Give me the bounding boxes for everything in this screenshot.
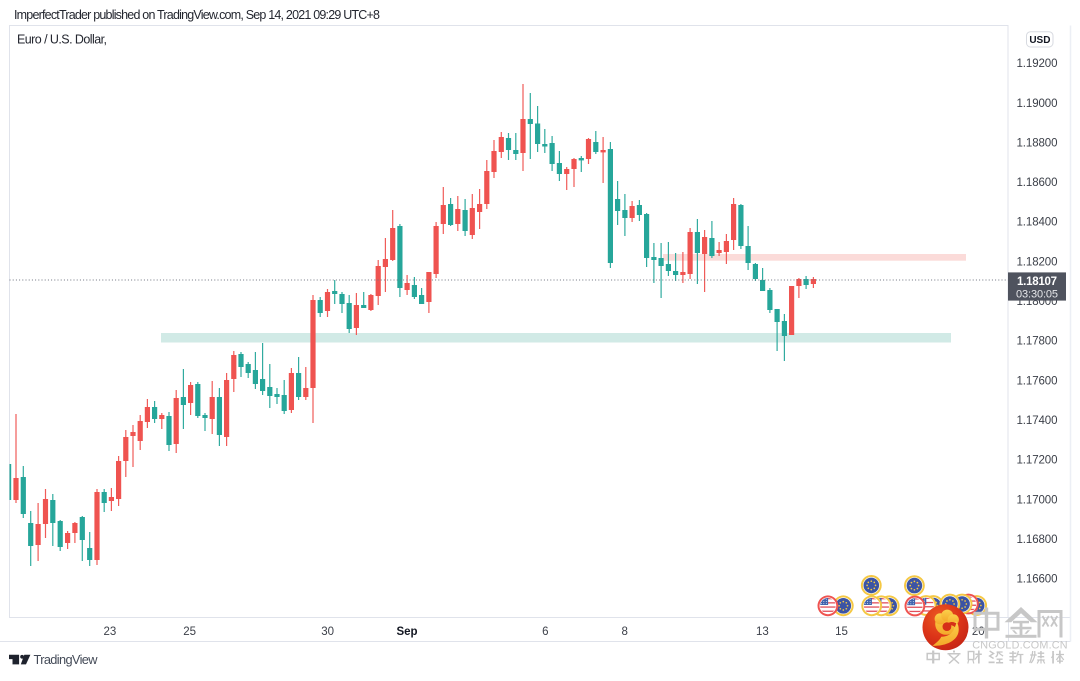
svg-text:1.18200: 1.18200 — [1017, 256, 1058, 268]
svg-text:ImperfectTrader published on T: ImperfectTrader published on TradingView… — [14, 8, 380, 22]
svg-text:13: 13 — [756, 626, 769, 638]
svg-text:1.16800: 1.16800 — [1017, 534, 1058, 546]
svg-text:23: 23 — [104, 626, 117, 638]
svg-text:03:30:05: 03:30:05 — [1016, 289, 1058, 301]
svg-text:Euro / U.S. Dollar,: Euro / U.S. Dollar, — [17, 33, 107, 47]
svg-text:1.17400: 1.17400 — [1017, 415, 1058, 427]
svg-text:1.17200: 1.17200 — [1017, 455, 1058, 467]
svg-text:USD: USD — [1029, 35, 1050, 46]
svg-text:1.18600: 1.18600 — [1017, 177, 1058, 189]
svg-text:6: 6 — [542, 626, 548, 638]
svg-text:1.16600: 1.16600 — [1017, 574, 1058, 586]
svg-text:1.19000: 1.19000 — [1017, 98, 1058, 110]
svg-text:1.17600: 1.17600 — [1017, 375, 1058, 387]
svg-text:15: 15 — [835, 626, 848, 638]
svg-text:1.19200: 1.19200 — [1017, 58, 1058, 70]
svg-text:1.18800: 1.18800 — [1017, 137, 1058, 149]
svg-text:1.17800: 1.17800 — [1017, 336, 1058, 348]
svg-text:Sep: Sep — [396, 626, 417, 638]
svg-text:8: 8 — [621, 626, 627, 638]
svg-text:CNGOLD.COM.CN: CNGOLD.COM.CN — [972, 639, 1068, 651]
svg-text:TradingView: TradingView — [34, 652, 99, 667]
svg-text:25: 25 — [183, 626, 196, 638]
svg-text:1.18107: 1.18107 — [1017, 276, 1057, 288]
svg-text:1.18400: 1.18400 — [1017, 217, 1058, 229]
svg-text:1.17000: 1.17000 — [1017, 494, 1058, 506]
svg-text:30: 30 — [321, 626, 334, 638]
